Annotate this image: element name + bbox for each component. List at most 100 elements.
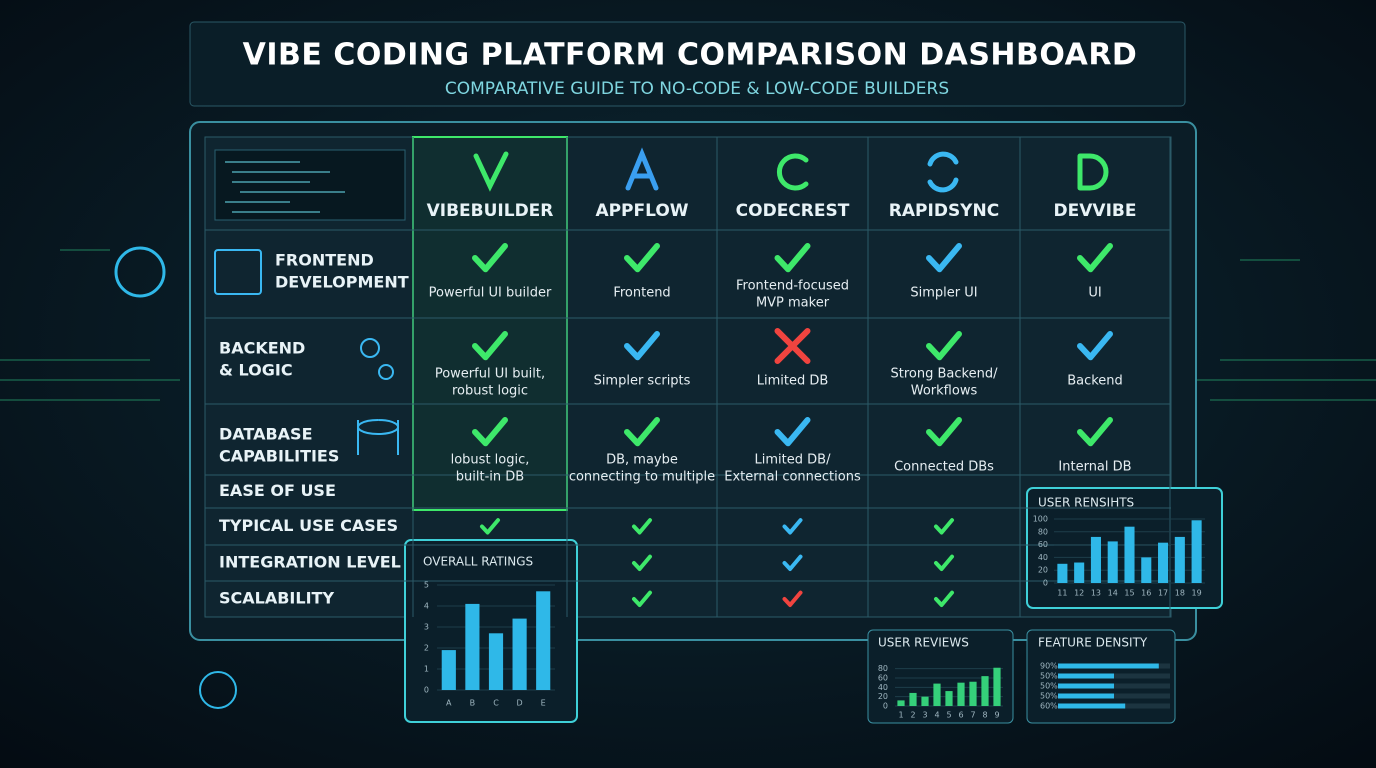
logos: [473, 147, 1109, 193]
bar: [933, 683, 941, 706]
cell-text: MVP maker: [756, 296, 830, 311]
check-icon: [624, 417, 660, 447]
bar: [1191, 520, 1202, 583]
value-label: 50%: [1040, 672, 1058, 681]
check-icon: [632, 590, 652, 607]
bar: [1107, 541, 1118, 583]
x-tick-label: D: [517, 699, 523, 708]
row-label: CAPABILITIES: [219, 447, 339, 466]
cell-text: Limited DB/: [755, 453, 832, 468]
y-tick-label: 0: [424, 686, 429, 695]
y-tick-label: 4: [424, 602, 429, 611]
row-label: & LOGIC: [219, 361, 293, 380]
row-label: BACKEND: [219, 339, 305, 358]
check-icon: [632, 554, 652, 571]
bar: [1058, 703, 1126, 709]
y-tick-label: 0: [1043, 579, 1048, 588]
y-tick-label: 1: [424, 665, 429, 674]
bar: [465, 603, 480, 690]
highlight-column: [412, 136, 568, 511]
user-reviews-panel: [867, 629, 1014, 724]
check-icon: [926, 243, 962, 273]
x-tick-label: B: [470, 699, 476, 708]
y-tick-label: 3: [424, 623, 429, 632]
panel-title: FEATURE DENSITY: [1038, 636, 1148, 650]
y-tick-label: 5: [424, 581, 429, 590]
cell-text: Frontend-focused: [736, 279, 849, 294]
y-tick-label: 80: [1038, 527, 1048, 536]
bar: [909, 692, 917, 706]
y-tick-label: 20: [1038, 566, 1048, 575]
cross-icon: [774, 328, 811, 364]
column-header: CODECREST: [736, 201, 850, 221]
check-icon: [624, 243, 660, 273]
cell-text: Internal DB: [1058, 460, 1131, 475]
x-tick-label: C: [493, 699, 499, 708]
code-lines: [225, 161, 345, 213]
bar: [993, 667, 1001, 706]
bar: [1124, 526, 1135, 583]
row-label: EASE OF USE: [219, 481, 336, 500]
x-tick-label: 4: [934, 711, 939, 720]
cell-text: Powerful UI built,: [435, 367, 545, 382]
cell-text: UI: [1088, 286, 1101, 301]
x-tick-label: 8: [982, 711, 987, 720]
check-icon: [624, 331, 660, 361]
bar: [1058, 693, 1114, 699]
check-icon: [480, 518, 500, 535]
bar: [488, 633, 504, 690]
y-tick-label: 60: [1038, 540, 1048, 549]
row-label: FRONTEND: [275, 251, 374, 270]
cell-text: Simpler scripts: [594, 374, 691, 389]
y-tick-label: 0: [883, 702, 888, 711]
x-tick-label: 9: [994, 711, 999, 720]
check-icon: [1077, 417, 1113, 447]
y-tick-label: 80: [878, 664, 888, 673]
cell-text: built-in DB: [456, 470, 524, 485]
row-label: SCALABILITY: [219, 589, 334, 608]
cell-text: Frontend: [613, 286, 670, 301]
header-panel: [189, 21, 1186, 107]
x-tick-label: A: [446, 699, 452, 708]
value-label: 50%: [1040, 682, 1058, 691]
cell-text: Connected DBs: [894, 460, 994, 475]
row-label: TYPICAL USE CASES: [219, 516, 398, 535]
x-tick-label: 1: [898, 711, 903, 720]
bar: [1174, 536, 1185, 583]
check-icon: [934, 590, 954, 607]
x-tick-label: 16: [1141, 589, 1151, 598]
check-icon: [774, 417, 811, 447]
check-icon: [782, 590, 803, 607]
check-icon: [782, 554, 803, 571]
check-icon: [926, 331, 962, 361]
x-tick-label: 14: [1108, 589, 1118, 598]
y-tick-label: 40: [1038, 553, 1048, 562]
panel-title: OVERALL RATINGS: [423, 555, 533, 569]
bar: [981, 676, 989, 706]
title: VIBE CODING PLATFORM COMPARISON DASHBOAR…: [243, 38, 1138, 73]
check-icon: [934, 554, 954, 571]
column-header: DEVVIBE: [1054, 201, 1137, 221]
bar: [945, 691, 953, 706]
x-tick-label: 7: [970, 711, 975, 720]
check-icon: [774, 243, 811, 273]
check-icon: [1077, 243, 1113, 273]
y-tick-label: 20: [878, 692, 888, 701]
bar: [1057, 563, 1068, 583]
bar: [897, 700, 905, 706]
value-label: 90%: [1040, 662, 1058, 671]
decor: [0, 249, 1376, 401]
x-tick-label: 3: [922, 711, 927, 720]
check-icon: [472, 243, 508, 273]
x-tick-label: 2: [910, 711, 915, 720]
bar: [1158, 542, 1169, 583]
decor-ring: [199, 671, 237, 709]
x-tick-label: 13: [1091, 589, 1101, 598]
check-icon: [472, 331, 508, 361]
x-tick-label: 6: [958, 711, 963, 720]
y-tick-label: 60: [878, 674, 888, 683]
x-tick-label: 15: [1124, 589, 1134, 598]
y-tick-label: 100: [1033, 515, 1048, 524]
row-label: DATABASE: [219, 425, 313, 444]
